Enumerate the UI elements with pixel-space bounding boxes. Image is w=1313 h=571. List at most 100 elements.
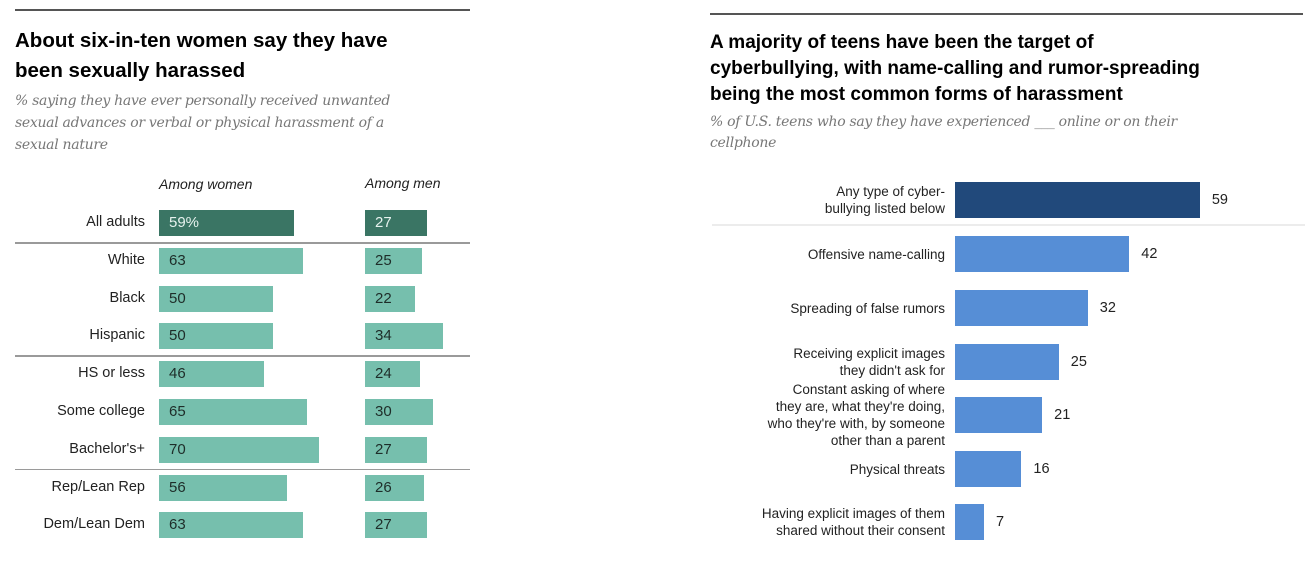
- subtitle-line: % of U.S. teens who say they have experi…: [710, 114, 1177, 130]
- bar-women: [159, 210, 294, 236]
- category-label-line: Offensive name-calling: [807, 246, 945, 262]
- bar-women: [159, 436, 319, 463]
- category-label-line: they are, what they're doing,: [775, 399, 945, 414]
- data-label: 7: [996, 514, 1005, 530]
- data-label-women: 63: [169, 516, 186, 534]
- bar-women: [159, 399, 308, 425]
- chart-subtitle: % saying they have ever personally recei…: [15, 90, 390, 156]
- bar-men: [365, 247, 422, 274]
- data-label-men: 27: [375, 214, 392, 231]
- teen-cyberbullying-chart: A majority of teens have been the target…: [700, 0, 1313, 571]
- bar-women: [159, 323, 273, 350]
- group-separator: [15, 355, 470, 357]
- data-label: 42: [1141, 246, 1158, 262]
- bar-women: [159, 512, 303, 539]
- group-separator: [15, 468, 470, 471]
- data-label-men: 26: [375, 478, 392, 496]
- category-label-line: Physical threats: [849, 461, 945, 477]
- bar-men: [365, 474, 425, 501]
- title-line: About six-in-ten women say they have: [15, 29, 388, 52]
- data-label: 21: [1054, 407, 1071, 423]
- category-label-line: they didn't ask for: [839, 363, 945, 378]
- top-rule: [710, 13, 1303, 15]
- bar: [955, 182, 1200, 218]
- category-label-line: Any type of cyber-: [836, 184, 945, 199]
- column-header-men: Among men: [365, 175, 441, 191]
- data-label-men: 27: [375, 516, 392, 534]
- row-label: Black: [109, 289, 145, 306]
- top-rule: [15, 9, 470, 11]
- chart-title: A majority of teens have been the target…: [710, 30, 1200, 108]
- data-label-women: 59%: [169, 214, 200, 231]
- data-label-men: 30: [375, 403, 392, 420]
- group-separator: [15, 242, 470, 244]
- data-label-women: 50: [169, 327, 186, 345]
- data-label-men: 24: [375, 365, 392, 383]
- category-label-line: shared without their consent: [776, 523, 945, 538]
- row-label: All adults: [86, 214, 145, 230]
- category-label: Constant asking of where they are, what t…: [768, 381, 945, 449]
- bar-women: [159, 361, 264, 388]
- bar-women: [159, 285, 273, 312]
- title-line: been sexually harassed: [15, 59, 246, 82]
- data-label-men: 25: [375, 251, 392, 269]
- row-label: Hispanic: [89, 327, 145, 344]
- bar-women: [159, 474, 287, 501]
- data-label: 32: [1099, 300, 1116, 316]
- bar-men: [365, 285, 416, 312]
- data-label-women: 56: [169, 478, 186, 496]
- row-label: Rep/Lean Rep: [51, 478, 145, 495]
- bar-men: [365, 399, 434, 425]
- data-label-men: 22: [375, 289, 392, 307]
- chart-title: About six-in-ten women say they have bee…: [15, 26, 388, 86]
- category-label: Offensive name-calling: [808, 246, 945, 263]
- category-label-line: Spreading of false rumors: [790, 300, 945, 316]
- title-line: A majority of teens have been the target…: [710, 32, 1094, 53]
- bar-men: [365, 436, 427, 463]
- data-label-women: 63: [169, 251, 186, 269]
- column-header-women: Among women: [159, 176, 253, 192]
- bar-men: [365, 361, 420, 388]
- category-label: Having explicit images of them shared wit…: [762, 505, 945, 539]
- subtitle-line: cellphone: [710, 135, 777, 151]
- data-label: 25: [1070, 354, 1087, 370]
- bar: [955, 344, 1059, 380]
- subtitle-line: sexual advances or verbal or physical ha…: [15, 115, 384, 131]
- bar-women: [159, 247, 303, 274]
- bar: [955, 290, 1088, 326]
- row-label: HS or less: [78, 365, 145, 382]
- category-label: Spreading of false rumors: [790, 300, 945, 317]
- row-label: White: [107, 251, 145, 268]
- subtitle-line: % saying they have ever personally recei…: [15, 93, 391, 109]
- category-label: Physical threats: [850, 461, 945, 478]
- title-line: being the most common forms of harassmen…: [710, 84, 1123, 105]
- row-label: Dem/Lean Dem: [43, 516, 145, 533]
- data-label-women: 70: [169, 440, 186, 458]
- bar: [955, 397, 1043, 433]
- data-label-women: 50: [169, 289, 186, 307]
- row-label: Some college: [57, 403, 145, 419]
- women-harassment-chart: About six-in-ten women say they have bee…: [0, 0, 480, 571]
- bar-men: [365, 210, 427, 236]
- data-label: 59: [1211, 192, 1228, 208]
- bar: [955, 236, 1130, 272]
- category-label-line: Constant asking of where: [792, 382, 945, 397]
- data-label: 16: [1033, 461, 1050, 477]
- data-label-women: 65: [169, 403, 186, 420]
- title-line: cyberbullying, with name-calling and rum…: [710, 58, 1200, 79]
- chart-subtitle: % of U.S. teens who say they have experi…: [710, 112, 1177, 154]
- bar: [955, 504, 985, 540]
- data-label-women: 46: [169, 365, 186, 383]
- category-label-line: bullying listed below: [824, 201, 945, 216]
- bar-men: [365, 323, 443, 350]
- category-label-line: Receiving explicit images: [793, 346, 945, 361]
- group-separator: [712, 224, 1305, 226]
- row-label: Bachelor's+: [69, 440, 145, 457]
- category-label: Any type of cyber-bullying listed below: [825, 183, 945, 217]
- category-label-line: who they're with, by someone: [767, 416, 945, 431]
- category-label: Receiving explicit images they didn't ask…: [793, 345, 945, 379]
- data-label-men: 34: [375, 327, 392, 345]
- bar-men: [365, 512, 427, 539]
- subtitle-line: sexual nature: [15, 137, 108, 153]
- bar: [955, 451, 1022, 487]
